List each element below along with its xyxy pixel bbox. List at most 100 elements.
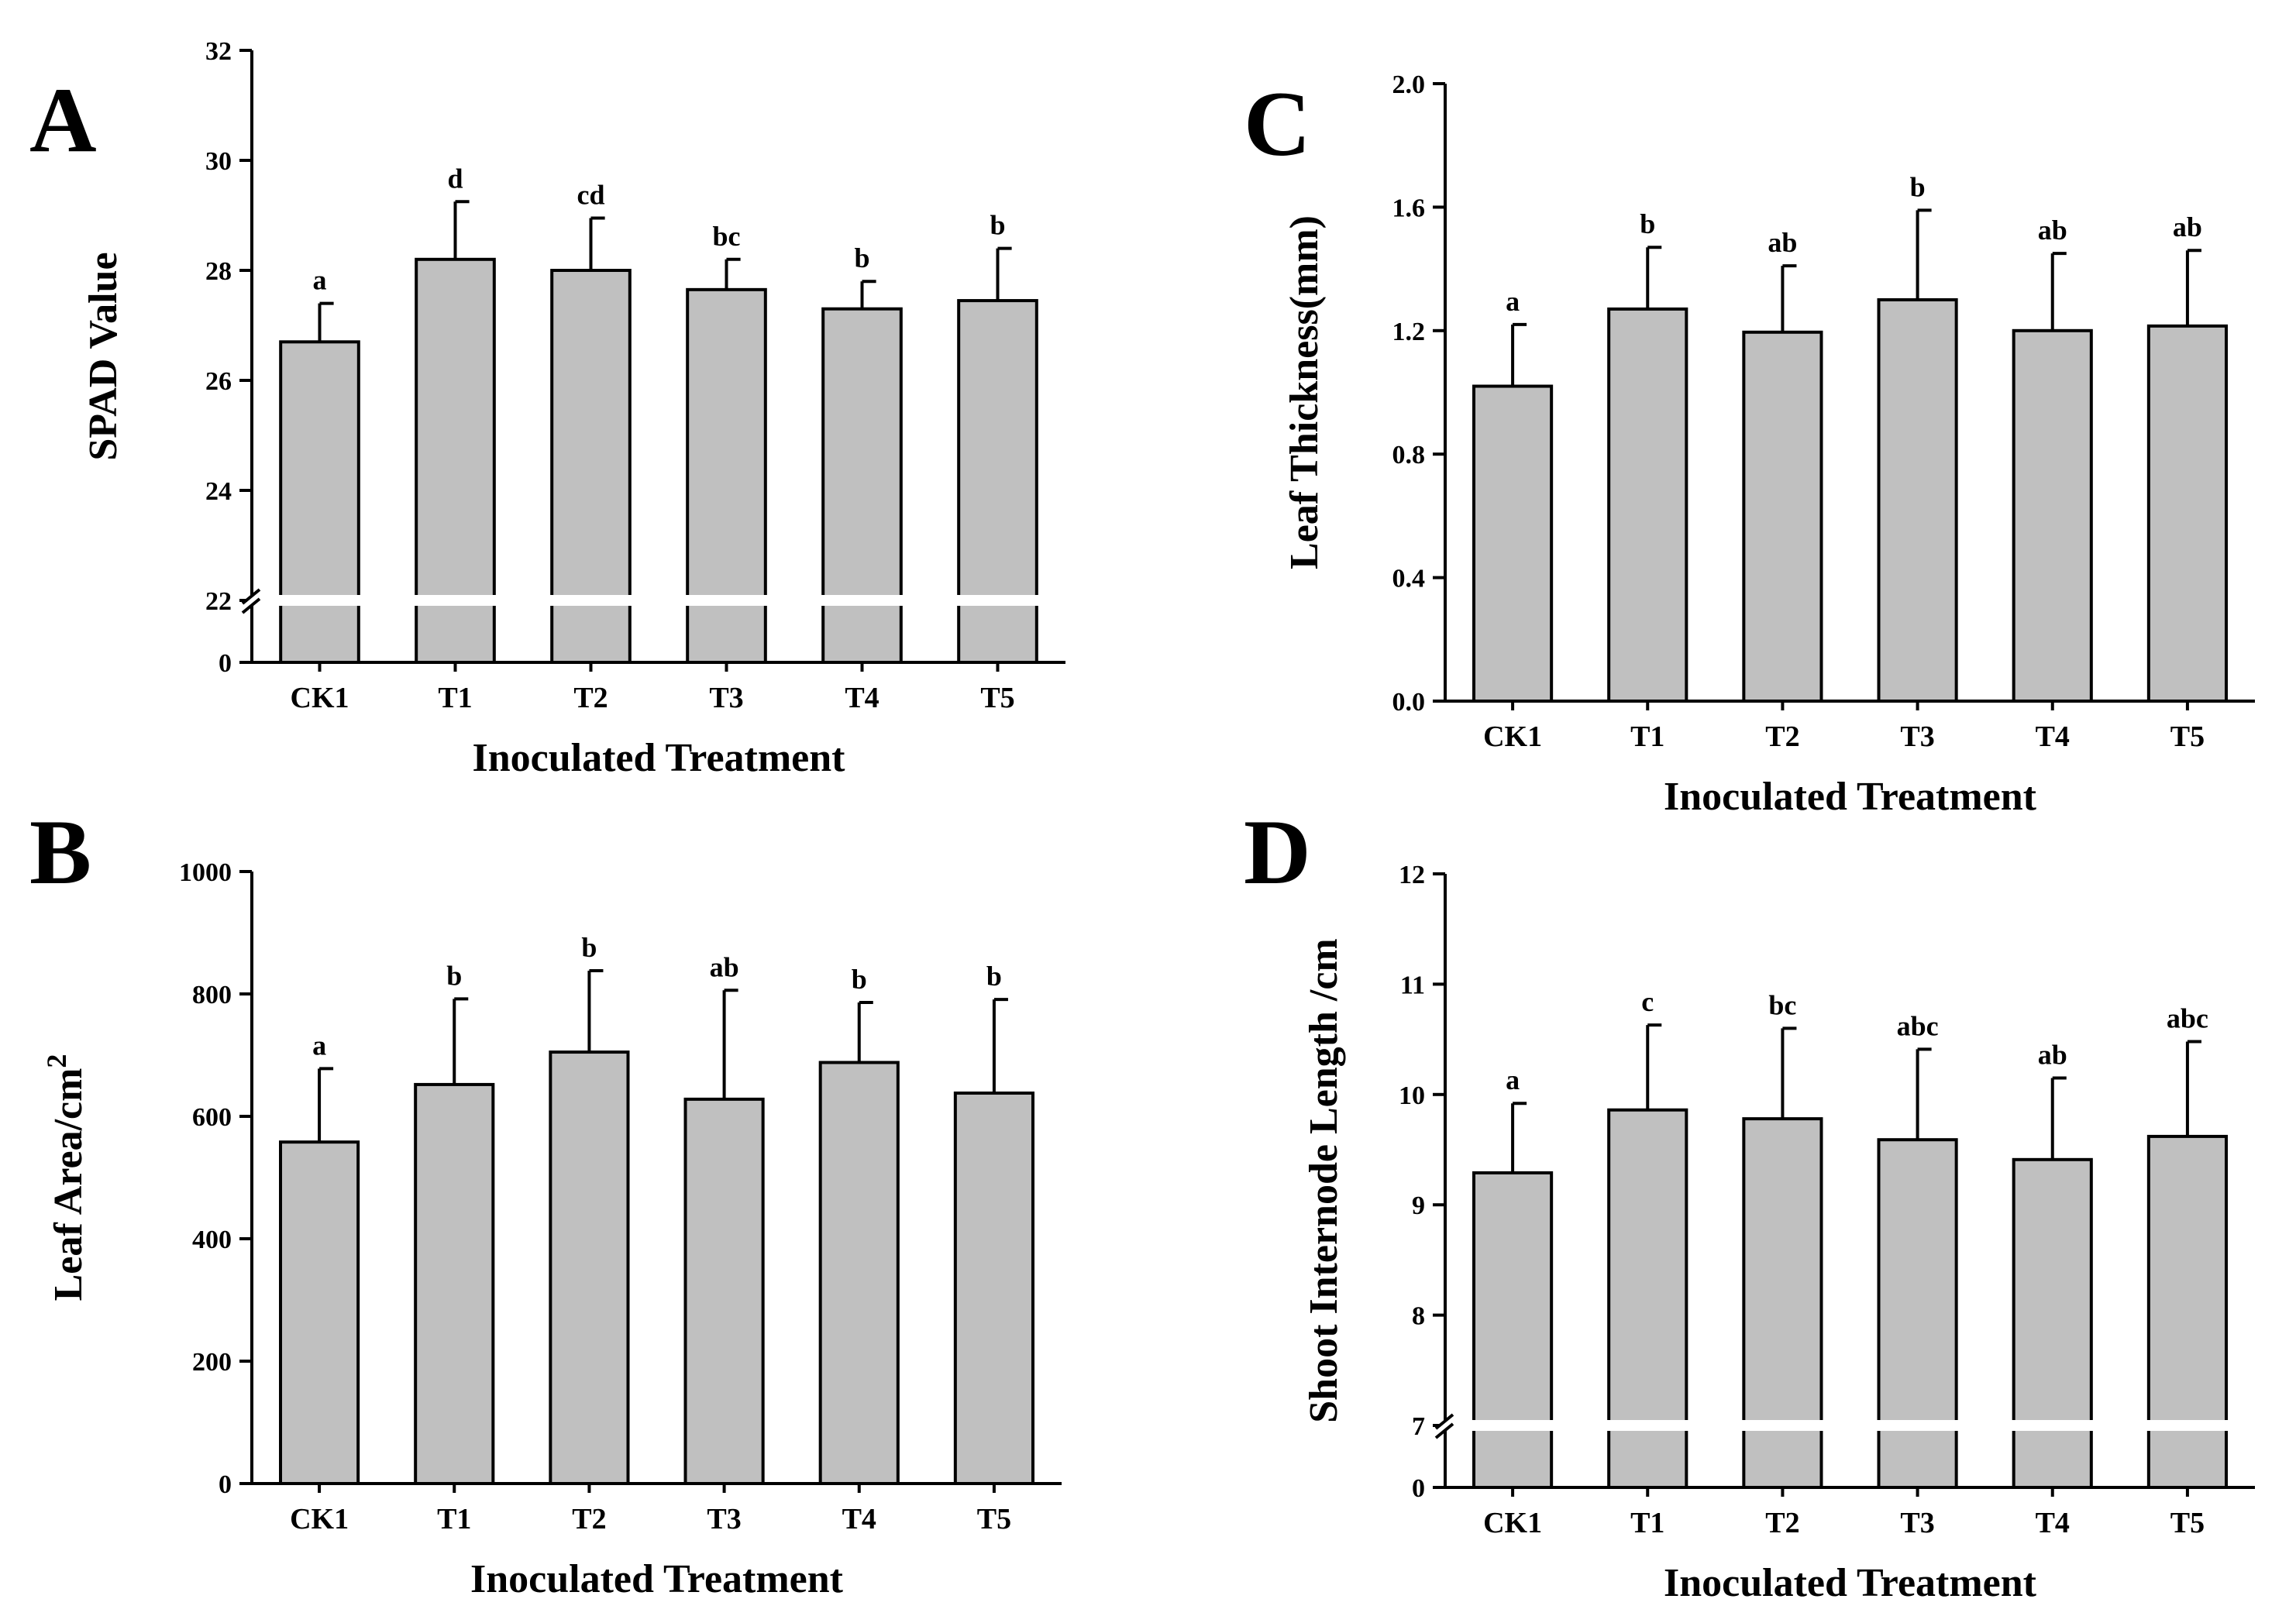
panel-letter-c: C — [1244, 72, 1311, 175]
x-tick-label-d-t3: T3 — [1900, 1507, 1934, 1539]
x-tick-label-b-t2: T2 — [572, 1503, 606, 1535]
y-tick-label-c-2: 0.8 — [1392, 441, 1426, 469]
significance-label-a-t3: bc — [713, 221, 741, 252]
bar-b-t2 — [549, 1050, 630, 1486]
x-axis-title-b: Inoculated Treatment — [470, 1557, 844, 1601]
x-tick-label-c-t2: T2 — [1765, 720, 1799, 753]
bar-c-t5 — [2146, 324, 2228, 703]
significance-label-b-t5: b — [986, 961, 1002, 992]
bar-b-ck1 — [279, 1140, 360, 1486]
x-tick-label-c-ck1: CK1 — [1483, 720, 1542, 753]
x-tick-label-b-t3: T3 — [707, 1503, 741, 1535]
x-tick-label-a-t3: T3 — [709, 682, 743, 714]
x-tick-label-d-t1: T1 — [1630, 1507, 1664, 1539]
significance-label-a-t2: cd — [577, 180, 605, 211]
y-tick-label-b-5: 1000 — [179, 858, 232, 887]
y-tick-label-a-4: 28 — [205, 257, 232, 286]
bar-a-t4 — [821, 307, 903, 664]
y-tick-label-c-5: 2.0 — [1392, 70, 1426, 99]
y-tick-label-d-6: 12 — [1399, 861, 1425, 889]
significance-label-a-ck1: a — [313, 265, 327, 296]
panel-letter-a: A — [29, 68, 97, 171]
significance-label-b-t2: b — [581, 932, 597, 963]
y-tick-label-d-2: 8 — [1412, 1302, 1425, 1331]
axis-break-mark-a-2 — [241, 597, 261, 614]
y-tick-label-b-2: 400 — [192, 1226, 232, 1254]
y-tick-label-b-1: 200 — [192, 1348, 232, 1377]
significance-label-b-ck1: a — [312, 1030, 326, 1061]
bar-d-t3 — [1877, 1138, 1958, 1489]
y-tick-label-b-0: 0 — [219, 1470, 232, 1499]
y-tick-label-b-3: 600 — [192, 1103, 232, 1132]
x-tick-label-d-t4: T4 — [2036, 1507, 2070, 1539]
significance-label-b-t4: b — [852, 964, 867, 995]
y-tick-label-c-3: 1.2 — [1392, 318, 1426, 346]
y-tick-label-a-3: 26 — [205, 367, 232, 396]
y-tick-label-a-6: 32 — [205, 37, 232, 66]
significance-label-b-t3: ab — [710, 951, 739, 982]
y-tick-label-a-5: 30 — [205, 147, 232, 176]
bar-d-t2 — [1742, 1117, 1823, 1490]
axis-break-mark-a-1 — [241, 588, 261, 605]
y-axis-title-b: Leaf Area/cm2 — [41, 1054, 91, 1301]
y-tick-label-d-5: 11 — [1400, 971, 1425, 999]
y-tick-label-b-4: 800 — [192, 981, 232, 1009]
x-tick-label-b-ck1: CK1 — [290, 1503, 349, 1535]
significance-label-c-t1: b — [1640, 208, 1655, 239]
bar-d-ck1 — [1472, 1171, 1554, 1490]
y-tick-label-d-0: 0 — [1412, 1474, 1425, 1503]
axis-break-gap-d — [1441, 1420, 2255, 1431]
bar-d-t5 — [2146, 1134, 2228, 1489]
y-tick-label-c-4: 1.6 — [1392, 194, 1426, 222]
significance-label-b-t1: b — [446, 960, 462, 991]
x-axis-title-a: Inoculated Treatment — [473, 736, 846, 780]
significance-label-d-ck1: a — [1506, 1064, 1520, 1095]
y-tick-label-a-2: 24 — [205, 477, 232, 506]
bar-b-t1 — [414, 1082, 495, 1486]
x-tick-label-a-t5: T5 — [980, 682, 1014, 714]
significance-label-a-t1: d — [447, 163, 463, 194]
significance-label-d-t4: ab — [2038, 1039, 2067, 1070]
bar-c-t3 — [1877, 297, 1958, 703]
significance-label-c-t4: ab — [2038, 215, 2067, 246]
x-tick-label-a-t2: T2 — [573, 682, 608, 714]
significance-label-d-t1: c — [1641, 986, 1654, 1017]
x-tick-label-d-t5: T5 — [2170, 1507, 2205, 1539]
x-tick-label-c-t4: T4 — [2036, 720, 2070, 753]
axis-break-mark-d-1 — [1434, 1413, 1454, 1430]
significance-label-c-t3: b — [1910, 171, 1926, 202]
x-tick-label-b-t5: T5 — [977, 1503, 1011, 1535]
axis-break-gap-a — [247, 595, 1065, 606]
x-tick-label-d-t2: T2 — [1765, 1507, 1799, 1539]
bar-c-ck1 — [1472, 384, 1554, 703]
x-tick-label-b-t4: T4 — [842, 1503, 876, 1535]
y-tick-label-c-1: 0.4 — [1392, 565, 1426, 593]
x-tick-label-b-t1: T1 — [437, 1503, 471, 1535]
significance-label-a-t4: b — [854, 242, 869, 273]
y-tick-label-a-0: 0 — [219, 649, 232, 678]
x-axis-title-c: Inoculated Treatment — [1664, 775, 2037, 819]
significance-label-d-t5: abc — [2167, 1002, 2208, 1033]
x-tick-label-c-t5: T5 — [2170, 720, 2205, 753]
significance-label-a-t5: b — [990, 210, 1005, 241]
y-tick-label-c-0: 0.0 — [1392, 688, 1426, 717]
bar-b-t4 — [818, 1061, 900, 1485]
x-axis-title-d: Inoculated Treatment — [1664, 1561, 2037, 1605]
x-tick-label-a-t4: T4 — [845, 682, 879, 714]
y-tick-label-a-1: 22 — [205, 587, 232, 616]
y-axis-title-superscript-b: 2 — [41, 1054, 72, 1068]
x-tick-label-a-t1: T1 — [438, 682, 472, 714]
bar-c-t1 — [1607, 307, 1688, 703]
y-tick-label-d-4: 10 — [1399, 1081, 1425, 1110]
x-tick-label-a-ck1: CK1 — [291, 682, 349, 714]
bar-a-t3 — [686, 287, 767, 664]
bar-c-t2 — [1742, 330, 1823, 703]
bar-d-t4 — [2012, 1157, 2093, 1490]
y-tick-label-d-1: 7 — [1412, 1412, 1425, 1441]
x-tick-label-d-ck1: CK1 — [1483, 1507, 1542, 1539]
significance-label-d-t2: bc — [1768, 989, 1796, 1020]
significance-label-c-t5: ab — [2173, 211, 2202, 242]
y-axis-title-c: Leaf Thickness(mm) — [1282, 215, 1327, 569]
significance-label-c-ck1: a — [1506, 286, 1520, 317]
